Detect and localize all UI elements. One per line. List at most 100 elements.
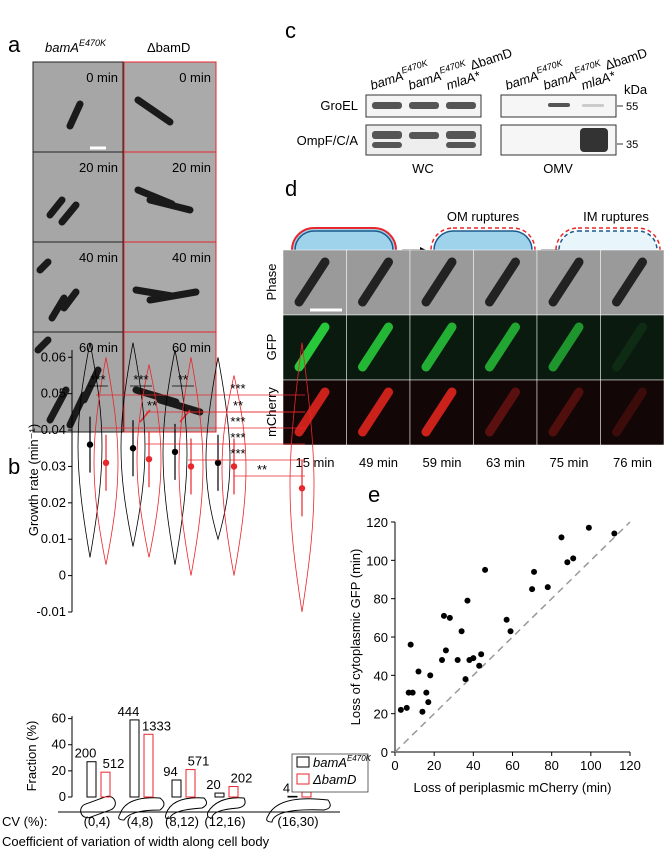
violin xyxy=(178,357,204,576)
significance-label: *** xyxy=(230,381,245,396)
cell xyxy=(421,322,457,372)
x-tick-label: 0 xyxy=(391,758,398,773)
legend-name: ΔbamD xyxy=(312,772,356,787)
bar xyxy=(100,771,111,798)
bar xyxy=(143,733,154,798)
mean-point xyxy=(145,455,153,463)
significance-label: ** xyxy=(178,372,188,387)
bar xyxy=(301,791,312,798)
legend-sup: E470K xyxy=(347,754,372,763)
cell xyxy=(612,387,647,437)
blot-label: OMV xyxy=(543,161,573,176)
point xyxy=(476,662,483,669)
y-tick-label: 60 xyxy=(52,711,66,726)
gene: bamA xyxy=(503,68,540,93)
unit-label: kDa xyxy=(624,82,648,97)
cell xyxy=(294,387,330,437)
y-tick-label: 0.06 xyxy=(41,349,66,364)
x-tick-label: 20 xyxy=(427,758,441,773)
y-tick-label: 100 xyxy=(366,553,388,568)
identity-line xyxy=(394,521,631,753)
significance-label: *** xyxy=(230,430,245,445)
cell xyxy=(548,257,584,307)
panel-label: a xyxy=(8,32,21,57)
timelapse-images xyxy=(282,249,665,446)
y-tick-label: 0 xyxy=(381,745,388,760)
cell xyxy=(421,257,457,307)
violin xyxy=(221,375,247,576)
y-tick-label: 0.05 xyxy=(41,386,66,401)
image-tile xyxy=(473,379,538,446)
point xyxy=(407,641,414,648)
violin xyxy=(93,357,119,565)
count-label: 444 xyxy=(118,704,140,719)
stage-label: IM ruptures xyxy=(583,209,649,224)
bar xyxy=(185,769,196,798)
cell xyxy=(612,257,647,307)
time-label: 60 min xyxy=(79,340,118,355)
x-tick-label: 80 xyxy=(544,758,558,773)
marker-label: 55 xyxy=(626,101,638,113)
cell xyxy=(294,257,330,307)
gene: bamA xyxy=(45,40,79,55)
mean-point xyxy=(298,485,306,492)
violin xyxy=(120,342,146,547)
cell xyxy=(485,322,520,372)
point xyxy=(403,704,410,711)
x-axis-title: Coefficient of variation of width along … xyxy=(2,834,270,849)
y-tick-label: 0.03 xyxy=(41,458,66,473)
image-tile xyxy=(600,314,665,381)
time-label: 0 min xyxy=(86,70,118,85)
x-tick-label: 40 xyxy=(466,758,480,773)
y-axis-title: Fraction (%) xyxy=(24,721,39,792)
significance-label: ** xyxy=(257,462,267,477)
column-header: ΔbamD xyxy=(147,40,190,55)
time-label: 60 min xyxy=(172,340,211,355)
legend-label: ΔbamD xyxy=(312,772,356,787)
marker-label: 35 xyxy=(626,139,638,151)
y-tick-label: 40 xyxy=(374,668,388,683)
point xyxy=(423,689,430,696)
count-label: 202 xyxy=(231,771,253,786)
significance-label: *** xyxy=(230,446,245,461)
cell xyxy=(358,257,393,307)
point xyxy=(558,534,565,541)
point xyxy=(462,676,469,683)
point xyxy=(454,657,461,663)
point xyxy=(397,706,404,713)
time-label: 59 min xyxy=(422,455,461,470)
panel-label: e xyxy=(368,482,380,507)
panel-label: c xyxy=(285,18,296,43)
count-label: 1333 xyxy=(142,718,171,733)
legend-swatch xyxy=(296,773,310,785)
cell xyxy=(421,387,457,437)
violin xyxy=(162,349,188,565)
legend-name: bamA xyxy=(313,755,347,770)
allele: E470K xyxy=(79,38,107,48)
point xyxy=(544,584,551,591)
point xyxy=(531,568,538,575)
image-tile xyxy=(536,379,601,446)
legend-box xyxy=(291,753,369,793)
bar xyxy=(228,786,239,798)
y-tick-label: -0.01 xyxy=(36,604,66,619)
y-tick-label: 20 xyxy=(52,763,66,778)
mean-point xyxy=(171,448,179,456)
point xyxy=(470,655,477,662)
point xyxy=(570,555,577,562)
row-label: OmpF/C/A xyxy=(297,133,359,148)
significance-label: ** xyxy=(147,398,157,413)
cell-sketches xyxy=(80,795,331,823)
time-label: 20 min xyxy=(172,160,211,175)
time-label: 40 min xyxy=(79,250,118,265)
y-tick-label: 0 xyxy=(59,789,66,804)
bar xyxy=(287,795,298,798)
point xyxy=(611,530,618,537)
cell xyxy=(548,322,584,372)
time-label: 15 min xyxy=(295,455,334,470)
cell xyxy=(485,387,520,437)
time-label: 63 min xyxy=(486,455,525,470)
significance-label: *** xyxy=(90,372,105,387)
point xyxy=(482,566,489,573)
